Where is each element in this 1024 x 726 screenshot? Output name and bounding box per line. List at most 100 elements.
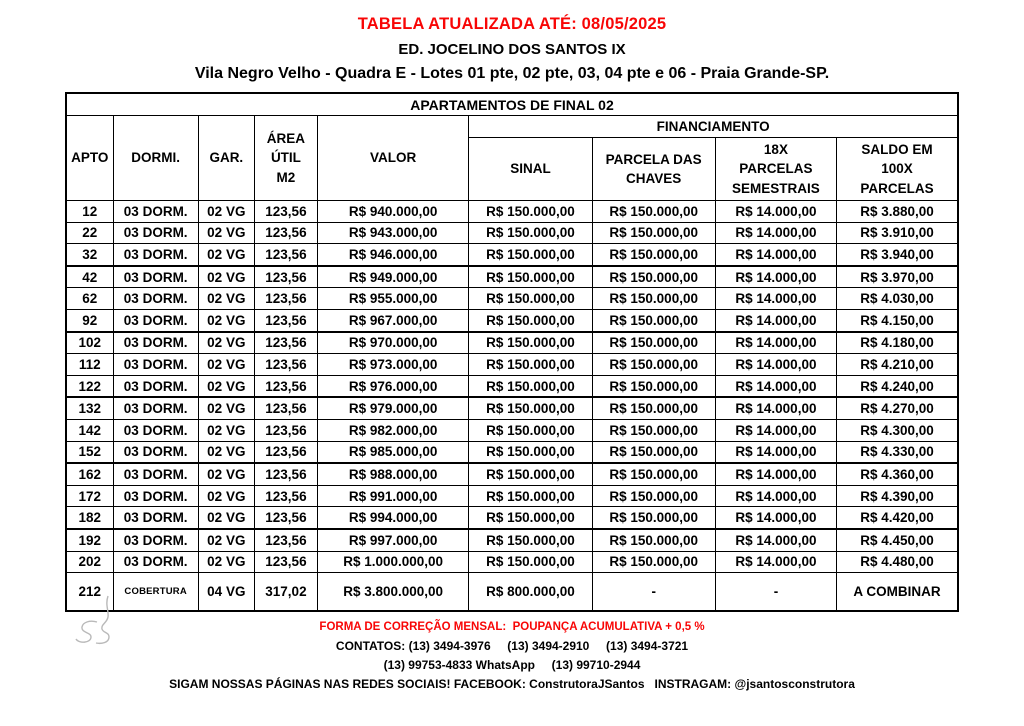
page-header: TABELA ATUALIZADA ATÉ: 08/05/2025 ED. JO… (0, 0, 1024, 83)
cell-gar: 02 VG (197, 221, 255, 245)
cell-dormi: 03 DORM. (112, 506, 199, 530)
cell-valor: R$ 949.000,00 (316, 265, 470, 289)
cell-saldo: R$ 3.970,00 (836, 265, 959, 289)
cell-dormi: 03 DORM. (112, 287, 199, 310)
table-row: 162 03 DORM. 02 VG 123,56 R$ 988.000,00 R$ 15… (65, 462, 959, 486)
cell-area: 123,56 (253, 331, 319, 355)
address-line: Vila Negro Velho - Quadra E - Lotes 01 p… (194, 65, 830, 82)
table-header-row-2: SINAL PARCELA DAS CHAVES 18X PARCELAS SE… (66, 137, 959, 201)
cell-semestrais: R$ 14.000,00 (714, 506, 838, 530)
col-header-sinal: SINAL (468, 137, 593, 201)
cell-chaves: R$ 150.000,00 (591, 243, 716, 267)
cell-sinal: R$ 150.000,00 (468, 440, 593, 465)
cell-chaves: R$ 150.000,00 (591, 374, 716, 399)
cell-area: 123,56 (253, 462, 319, 486)
page-footer: FORMA DE CORREÇÃO MENSAL: POUPANÇA ACUMU… (0, 621, 1024, 691)
cell-dormi: 03 DORM. (112, 308, 199, 333)
cell-valor: R$ 985.000,00 (316, 440, 470, 465)
cell-saldo: R$ 3.940,00 (836, 243, 959, 267)
cell-dormi: 03 DORM. (112, 396, 199, 420)
table-row: 212 COBERTURA 04 VG 317,02 R$ 3.800.000,00 R$… (65, 572, 959, 613)
table-row: 22 03 DORM. 02 VG 123,56 R$ 943.000,00 R$ 150… (65, 221, 959, 245)
cell-semestrais: R$ 14.000,00 (714, 265, 838, 289)
table-row: 142 03 DORM. 02 VG 123,56 R$ 982.000,00 R$ 15… (65, 418, 959, 442)
whatsapp-line: (13) 99753-4833 WhatsApp (13) 99710-2944 (383, 658, 641, 673)
cell-saldo: R$ 4.330,00 (836, 440, 959, 465)
cell-valor: R$ 3.800.000,00 (316, 572, 470, 613)
cell-dormi: 03 DORM. (112, 418, 199, 442)
cell-valor: R$ 940.000,00 (316, 200, 470, 223)
cell-area: 123,56 (253, 440, 319, 465)
cell-sinal: R$ 150.000,00 (468, 265, 593, 289)
cell-chaves: R$ 150.000,00 (591, 265, 716, 289)
financing-header: FINANCIAMENTO (468, 115, 959, 138)
cell-apto: 192 (65, 528, 114, 552)
cell-valor: R$ 973.000,00 (316, 353, 470, 376)
cell-valor: R$ 997.000,00 (316, 528, 470, 552)
cell-sinal: R$ 150.000,00 (468, 550, 593, 574)
table-row: 42 03 DORM. 02 VG 123,56 R$ 949.000,00 R$ 150… (65, 265, 959, 289)
cell-saldo: R$ 4.030,00 (836, 287, 959, 310)
cell-dormi: 03 DORM. (112, 462, 199, 486)
cell-apto: 142 (65, 418, 114, 442)
cell-saldo: R$ 4.300,00 (836, 418, 959, 442)
cell-apto: 162 (65, 462, 114, 486)
table-row: 92 03 DORM. 02 VG 123,56 R$ 967.000,00 R$ 150… (65, 308, 959, 333)
cell-dormi: 03 DORM. (112, 265, 199, 289)
cell-semestrais: R$ 14.000,00 (714, 374, 838, 399)
cell-gar: 02 VG (197, 506, 255, 530)
cell-saldo: R$ 4.270,00 (836, 396, 959, 420)
cell-gar: 02 VG (197, 550, 255, 574)
cell-saldo: A COMBINAR (836, 572, 959, 613)
cell-area: 123,56 (253, 243, 319, 267)
cell-semestrais: R$ 14.000,00 (714, 528, 838, 552)
correction-note: FORMA DE CORREÇÃO MENSAL: POUPANÇA ACUMU… (319, 621, 705, 634)
cell-apto: 92 (65, 308, 114, 333)
cell-valor: R$ 1.000.000,00 (316, 550, 470, 574)
cell-dormi: 03 DORM. (112, 243, 199, 267)
cell-apto: 122 (65, 374, 114, 399)
cell-apto: 102 (65, 331, 114, 355)
cell-gar: 02 VG (197, 528, 255, 552)
updated-date-title: TABELA ATUALIZADA ATÉ: 08/05/2025 (357, 15, 667, 33)
cell-area: 123,56 (253, 287, 319, 310)
cell-chaves: R$ 150.000,00 (591, 287, 716, 310)
contacts-line: CONTATOS: (13) 3494-3976 (13) 3494-2910 … (335, 639, 689, 654)
cell-saldo: R$ 4.150,00 (836, 308, 959, 333)
col-header-area: ÁREA ÚTIL M2 (253, 115, 319, 201)
cell-apto: 132 (65, 396, 114, 420)
cell-saldo: R$ 3.880,00 (836, 200, 959, 223)
cell-gar: 02 VG (197, 440, 255, 465)
cell-chaves: R$ 150.000,00 (591, 221, 716, 245)
cell-gar: 02 VG (197, 462, 255, 486)
cell-apto: 62 (65, 287, 114, 310)
cell-semestrais: R$ 14.000,00 (714, 243, 838, 267)
cell-area: 123,56 (253, 550, 319, 574)
cell-gar: 02 VG (197, 353, 255, 376)
cell-chaves: R$ 150.000,00 (591, 484, 716, 508)
table-row: 12 03 DORM. 02 VG 123,56 R$ 940.000,00 R$ 150… (65, 200, 959, 223)
cell-area: 123,56 (253, 200, 319, 223)
table-row: 112 03 DORM. 02 VG 123,56 R$ 973.000,00 R$ 15… (65, 353, 959, 376)
cell-semestrais: R$ 14.000,00 (714, 221, 838, 245)
cell-chaves: R$ 150.000,00 (591, 200, 716, 223)
cell-valor: R$ 946.000,00 (316, 243, 470, 267)
cell-sinal: R$ 150.000,00 (468, 374, 593, 399)
cell-gar: 02 VG (197, 396, 255, 420)
table-header-row-1: APTO DORMI. GAR. ÁREA ÚTIL M2 VALOR FINA… (65, 115, 959, 201)
cell-saldo: R$ 4.240,00 (836, 374, 959, 399)
cell-area: 123,56 (253, 265, 319, 289)
cell-semestrais: R$ 14.000,00 (714, 462, 838, 486)
cell-dormi: 03 DORM. (112, 353, 199, 376)
cell-dormi: 03 DORM. (112, 221, 199, 245)
cell-gar: 02 VG (197, 200, 255, 223)
cell-semestrais: - (714, 572, 838, 613)
cell-valor: R$ 955.000,00 (316, 287, 470, 310)
cell-apto: 152 (65, 440, 114, 465)
cell-chaves: R$ 150.000,00 (591, 418, 716, 442)
cell-valor: R$ 994.000,00 (316, 506, 470, 530)
cell-valor: R$ 988.000,00 (316, 462, 470, 486)
cell-sinal: R$ 150.000,00 (468, 331, 593, 355)
table-row: 32 03 DORM. 02 VG 123,56 R$ 946.000,00 R$ 150… (65, 243, 959, 267)
